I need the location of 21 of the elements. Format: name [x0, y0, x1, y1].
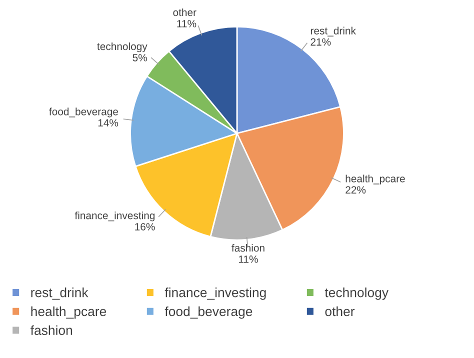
slice-label: food_beverage	[49, 108, 118, 118]
slice-label: rest_drink	[310, 26, 356, 36]
data-label: 16%	[135, 223, 155, 230]
legend-label: technology	[324, 288, 388, 300]
data-label: 11%	[177, 20, 196, 28]
legend-label: finance_investing	[164, 288, 266, 300]
slice-label: technology	[97, 42, 148, 52]
slice-label: finance_investing	[74, 212, 155, 222]
legend-label: other	[325, 306, 355, 316]
slice-label: other	[173, 8, 196, 16]
legend-label: health_pcare	[31, 306, 106, 319]
legend-label: rest_drink	[31, 288, 88, 300]
data-label: 11%	[239, 256, 258, 263]
legend-label: food_beverage	[164, 306, 252, 319]
data-label: 21%	[310, 38, 331, 46]
data-label: 22%	[346, 186, 366, 194]
slice-label: fashion	[232, 244, 264, 252]
slice-label: health_pcare	[346, 174, 405, 184]
legend-label: fashion	[30, 325, 72, 336]
data-label: 5%	[132, 54, 147, 62]
data-label: 14%	[98, 119, 118, 126]
